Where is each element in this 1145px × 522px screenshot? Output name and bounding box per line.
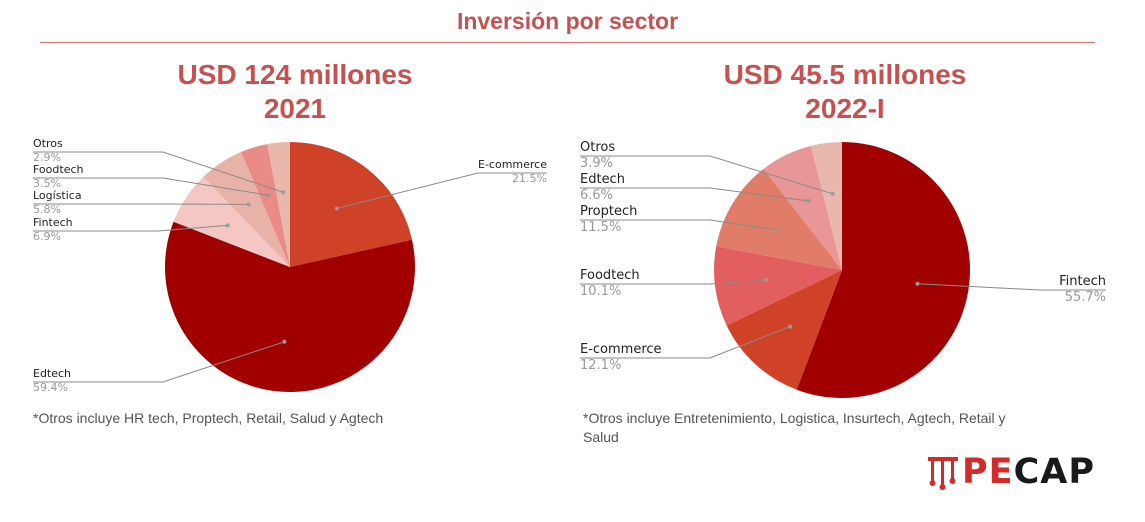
- chart-2021-label-fintech: Fintech: [33, 216, 73, 229]
- chart-2022-leader-fintech: [917, 283, 1106, 291]
- chart-2021-value-edtech: 59.4%: [33, 381, 68, 394]
- chart-2022-period: 2022-I: [805, 93, 885, 124]
- chart-2021-slice-otros: [267, 142, 290, 267]
- chart-2022-leader-edtech: [580, 187, 809, 202]
- chart-2022-heading: USD 45.5 millones 2022-I: [660, 58, 1030, 126]
- pecap-logo-text-pe: PE: [962, 452, 1014, 492]
- chart-2022-value-edtech: 6.6%: [580, 188, 613, 203]
- chart-2022-slice-foodtech: [713, 246, 842, 326]
- chart-2022-label-proptech: Proptech: [580, 204, 637, 219]
- chart-2022-leader-e-commerce: [580, 326, 791, 359]
- pecap-logo: PECAP: [926, 452, 1095, 492]
- chart-2022-leader-dot-fintech: [915, 281, 920, 286]
- chart-2022-slice-otros: [810, 142, 842, 270]
- chart-2021-label-e-commerce: E-commerce: [478, 158, 547, 171]
- chart-2021-leader-e-commerce: [336, 172, 547, 209]
- chart-2022-slice-edtech: [763, 145, 842, 270]
- chart-2022-slice-fintech: [796, 142, 970, 398]
- chart-2021-value-log-stica: 5.8%: [33, 203, 61, 216]
- chart-2021-label-foodtech: Foodtech: [33, 163, 84, 176]
- chart-2021-leader-dot-otros: [281, 190, 286, 195]
- chart-2021-leader-dot-foodtech: [266, 193, 271, 198]
- chart-2021-slice-fintech: [173, 176, 290, 267]
- title-divider: [40, 42, 1095, 43]
- chart-2021-leader-dot-fintech: [225, 223, 230, 228]
- chart-2022-label-e-commerce: E-commerce: [580, 342, 662, 357]
- chart-2021-leader-foodtech: [33, 177, 269, 196]
- chart-2022-leader-otros: [580, 155, 833, 195]
- chart-2022-leader-dot-e-commerce: [788, 324, 793, 329]
- chart-2021-label-otros: Otros: [33, 137, 63, 150]
- chart-2021-value-foodtech: 3.5%: [33, 177, 61, 190]
- chart-2021-leader-otros: [33, 151, 284, 193]
- chart-2021-leader-edtech: [33, 341, 285, 383]
- chart-2022-leader-dot-foodtech: [763, 278, 768, 282]
- chart-2021-heading: USD 124 millones 2021: [120, 58, 470, 126]
- chart-2021-label-edtech: Edtech: [33, 367, 71, 380]
- chart-2022-leader-dot-edtech: [806, 198, 811, 203]
- chart-2022-value-proptech: 11.5%: [580, 220, 621, 235]
- chart-2022-leader-proptech: [580, 219, 777, 231]
- chart-2021-value-fintech: 6.9%: [33, 230, 61, 243]
- chart-2021-value-otros: 2.9%: [33, 151, 61, 164]
- pecap-logo-mark-icon: [928, 457, 958, 490]
- chart-2021-value-e-commerce: 21.5%: [512, 172, 547, 185]
- chart-2021-slice-edtech: [165, 221, 416, 392]
- chart-2022-leader-foodtech: [580, 279, 766, 285]
- chart-2021-amount: USD 124 millones: [177, 59, 413, 90]
- chart-2021-leader-dot-log-stica: [246, 202, 251, 207]
- pecap-logo-text-cap: CAP: [1013, 452, 1095, 492]
- chart-2022-footnote: *Otros incluye Entretenimiento, Logistic…: [583, 410, 1006, 445]
- chart-2022-label-edtech: Edtech: [580, 172, 625, 187]
- chart-2022-label-foodtech: Foodtech: [580, 268, 640, 283]
- chart-2022-value-e-commerce: 12.1%: [580, 358, 621, 373]
- page-title: Inversión por sector: [456, 8, 679, 34]
- chart-2022-label-otros: Otros: [580, 140, 615, 155]
- chart-2021-footnote: *Otros incluye HR tech, Proptech, Retail…: [33, 410, 384, 426]
- chart-2021-period: 2021: [263, 93, 327, 124]
- chart-2022-leader-dot-proptech: [774, 227, 779, 232]
- chart-2021-label-log-stica: Logística: [33, 189, 82, 202]
- chart-2022-leader-dot-otros: [830, 191, 835, 196]
- chart-2021-slice-foodtech: [241, 144, 290, 267]
- chart-2022-label-fintech: Fintech: [1059, 274, 1106, 289]
- chart-2021-leader-dot-e-commerce: [334, 206, 339, 211]
- pecap-logo-text: PECAP: [962, 452, 1095, 492]
- chart-2022-value-fintech: 55.7%: [1065, 290, 1106, 305]
- chart-2022-slice-proptech: [716, 168, 842, 270]
- chart-2022-slice-e-commerce: [726, 270, 842, 390]
- chart-2022-amount: USD 45.5 millones: [723, 59, 967, 90]
- chart-2021-leader-fintech: [33, 224, 228, 232]
- chart-2021-slice-log-stica: [203, 151, 290, 267]
- chart-2022-value-otros: 3.9%: [580, 156, 613, 171]
- chart-2021-leader-dot-edtech: [282, 339, 287, 344]
- chart-2022-value-foodtech: 10.1%: [580, 284, 621, 299]
